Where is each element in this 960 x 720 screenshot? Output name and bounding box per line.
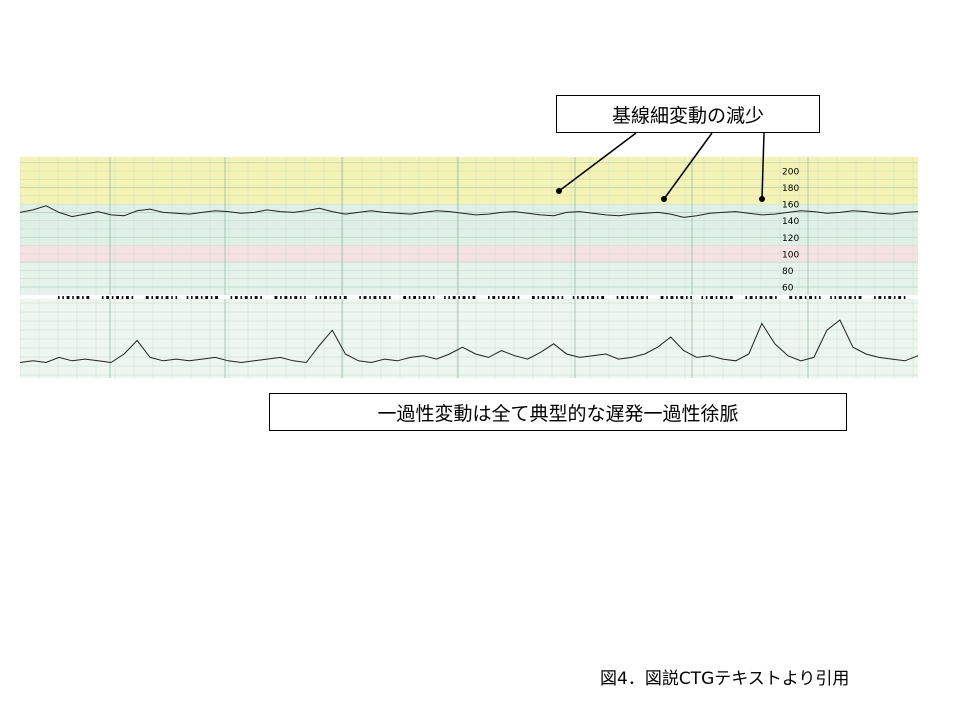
- upper-yellow-zone: [20, 157, 918, 205]
- fhr-scale-label: 140: [782, 217, 799, 227]
- uc-trace-line: [20, 319, 918, 364]
- fhr-scale-label: 200: [782, 168, 799, 178]
- fhr-scale-label: 100: [782, 250, 799, 260]
- ctg-trace-chart: 200 180 160 140 120 100 80 60: [20, 157, 918, 378]
- figure-caption: 図4．図説CTGテキストより引用: [600, 669, 850, 689]
- fhr-scale-label: 80: [782, 267, 794, 277]
- fhr-scale-label: 60: [782, 284, 794, 294]
- bottom-callout-text: 一過性変動は全て典型的な遅発一過性徐脈: [377, 402, 739, 425]
- top-callout-box: 基線細変動の減少: [556, 95, 820, 133]
- normal-green-zone: [20, 204, 918, 246]
- fhr-scale-label: 180: [782, 184, 799, 194]
- bottom-callout-box: 一過性変動は全て典型的な遅発一過性徐脈: [269, 393, 847, 431]
- fhr-trace-line: [20, 205, 918, 218]
- top-callout-text: 基線細変動の減少: [611, 104, 764, 127]
- fhr-scale-label: 120: [782, 234, 799, 244]
- uc-strip-zone: [20, 295, 918, 378]
- fhr-scale-label: 160: [782, 201, 799, 211]
